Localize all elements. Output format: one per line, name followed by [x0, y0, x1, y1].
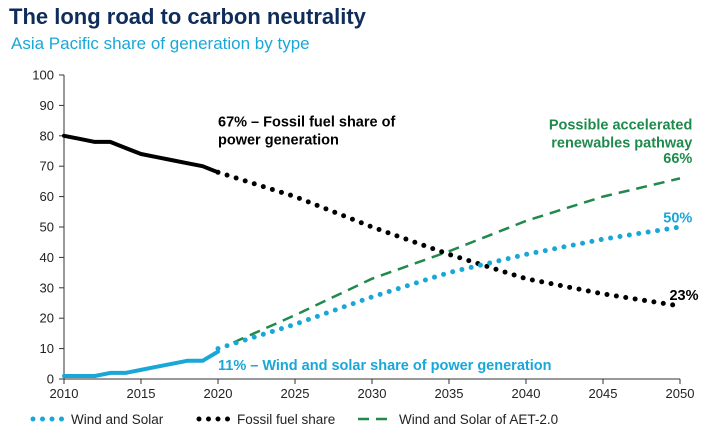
y-tick-label: 20 [40, 311, 54, 326]
y-tick-label: 70 [40, 159, 54, 174]
y-tick-label: 60 [40, 189, 54, 204]
legend-label: Fossil fuel share [237, 412, 335, 427]
x-tick-label: 2020 [204, 386, 233, 401]
y-tick-label: 80 [40, 128, 54, 143]
series-line [215, 169, 683, 309]
annotation-aet_end: 66% [663, 151, 692, 167]
x-tick-label: 2025 [281, 386, 310, 401]
x-tick-label: 2035 [435, 386, 464, 401]
y-tick-label: 100 [32, 68, 54, 83]
series-line [62, 133, 220, 175]
annotation-ws_share: 11% – Wind and solar share of power gene… [218, 358, 551, 374]
annotation-accel: Possible accelerated renewables pathway [549, 118, 692, 152]
y-tick-label: 40 [40, 250, 54, 265]
annotation-ws_end: 50% [663, 210, 692, 226]
y-tick-label: 10 [40, 341, 54, 356]
legend-label: Wind and Solar of AET-2.0 [399, 412, 558, 427]
x-tick-label: 2010 [50, 386, 79, 401]
x-tick-label: 2015 [127, 386, 156, 401]
y-tick-label: 30 [40, 280, 54, 295]
series-line [232, 177, 681, 344]
x-tick-label: 2040 [512, 386, 541, 401]
y-tick-label: 50 [40, 220, 54, 235]
annotation-fossil_end: 23% [669, 288, 698, 304]
series-line [215, 224, 683, 352]
chart-title: The long road to carbon neutrality [9, 4, 366, 29]
x-tick-label: 2045 [589, 386, 618, 401]
y-tick-label: 90 [40, 98, 54, 113]
annotation-fossil: 67% – Fossil fuel share of power generati… [218, 115, 395, 149]
legend-label: Wind and Solar [71, 412, 164, 427]
x-tick-label: 2050 [666, 386, 695, 401]
x-tick-label: 2030 [358, 386, 387, 401]
series-line [62, 349, 220, 378]
y-tick-label: 0 [47, 372, 54, 387]
chart-subtitle: Asia Pacific share of generation by type [11, 34, 310, 53]
